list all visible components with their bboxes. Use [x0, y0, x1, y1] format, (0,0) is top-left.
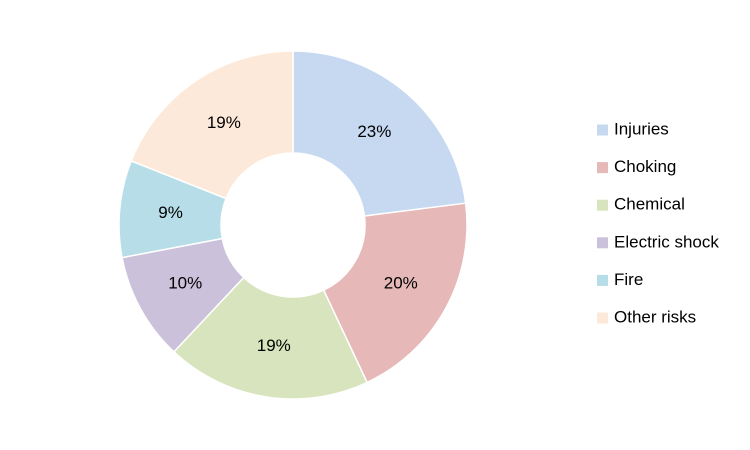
data-label: 23% — [357, 122, 391, 141]
legend-swatch — [597, 237, 608, 249]
legend-label: Fire — [614, 270, 643, 289]
legend-swatch — [597, 162, 608, 174]
legend-swatch — [597, 199, 608, 211]
legend-label: Choking — [614, 157, 676, 176]
legend-swatch — [597, 274, 608, 286]
donut-segment — [292, 50, 467, 217]
donut-segment — [130, 50, 294, 200]
data-label: 19% — [257, 336, 291, 355]
legend-swatch — [597, 124, 608, 136]
data-label: 19% — [207, 113, 241, 132]
data-label: 10% — [168, 274, 202, 293]
data-label: 20% — [384, 274, 418, 293]
donut-segment — [172, 276, 369, 400]
legend-label: Injuries — [614, 119, 669, 138]
legend-swatch — [597, 312, 608, 324]
legend-label: Other risks — [614, 307, 696, 326]
legend-label: Chemical — [614, 195, 685, 214]
legend-label: Electric shock — [614, 232, 719, 251]
data-label: 9% — [158, 203, 183, 222]
donut-segment — [322, 202, 468, 384]
